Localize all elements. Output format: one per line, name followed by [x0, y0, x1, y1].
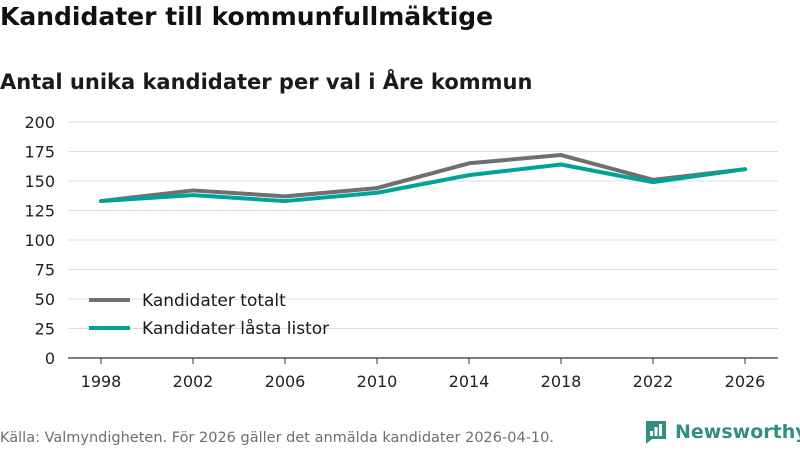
x-axis-ticks: 1998 2002 2006 2010 2014 2018 2022 2026 [81, 358, 766, 391]
source-note: Källa: Valmyndigheten. För 2026 gäller d… [0, 430, 554, 446]
series-line-1 [99, 162, 747, 204]
x-tick-label-2018: 2018 [541, 372, 582, 391]
y-tick-label-75: 75 [35, 261, 55, 280]
x-tick-label-2022: 2022 [633, 372, 674, 391]
y-tick-label-200: 200 [24, 113, 55, 132]
x-tick-label-2002: 2002 [173, 372, 214, 391]
y-tick-label-125: 125 [24, 202, 55, 221]
y-tick-label-25: 25 [35, 320, 55, 339]
legend-label-total: Kandidater totalt [142, 291, 286, 311]
y-tick-label-175: 175 [24, 143, 55, 162]
y-tick-label-100: 100 [24, 231, 55, 250]
chart-subtitle: Antal unika kandidater per val i Åre kom… [0, 70, 533, 94]
y-tick-label-150: 150 [24, 172, 55, 191]
y-tick-label-50: 50 [35, 290, 55, 309]
x-tick-label-2014: 2014 [449, 372, 490, 391]
y-axis-ticks: 0 25 50 75 100 125 150 175 200 [24, 113, 55, 368]
series-line-0 [99, 153, 747, 204]
x-tick-label-2026: 2026 [725, 372, 766, 391]
legend-label-locked: Kandidater låsta listor [142, 318, 329, 339]
gridlines [68, 121, 778, 359]
brand-name: Newsworthy [675, 421, 800, 443]
series-lines [99, 153, 747, 204]
line-chart: 0 25 50 75 100 125 150 175 200 1998 2002 2006 2010 2… [24, 113, 778, 391]
x-tick-label-2006: 2006 [265, 372, 306, 391]
y-tick-label-0: 0 [45, 349, 55, 368]
legend: Kandidater totalt Kandidater låsta listo… [89, 291, 329, 339]
chart-title: Kandidater till kommunfullmäktige [0, 2, 494, 31]
brand-logo: Newsworthy [644, 419, 800, 445]
x-tick-label-1998: 1998 [81, 372, 122, 391]
newsworthy-icon [646, 421, 666, 444]
x-tick-label-2010: 2010 [357, 372, 398, 391]
